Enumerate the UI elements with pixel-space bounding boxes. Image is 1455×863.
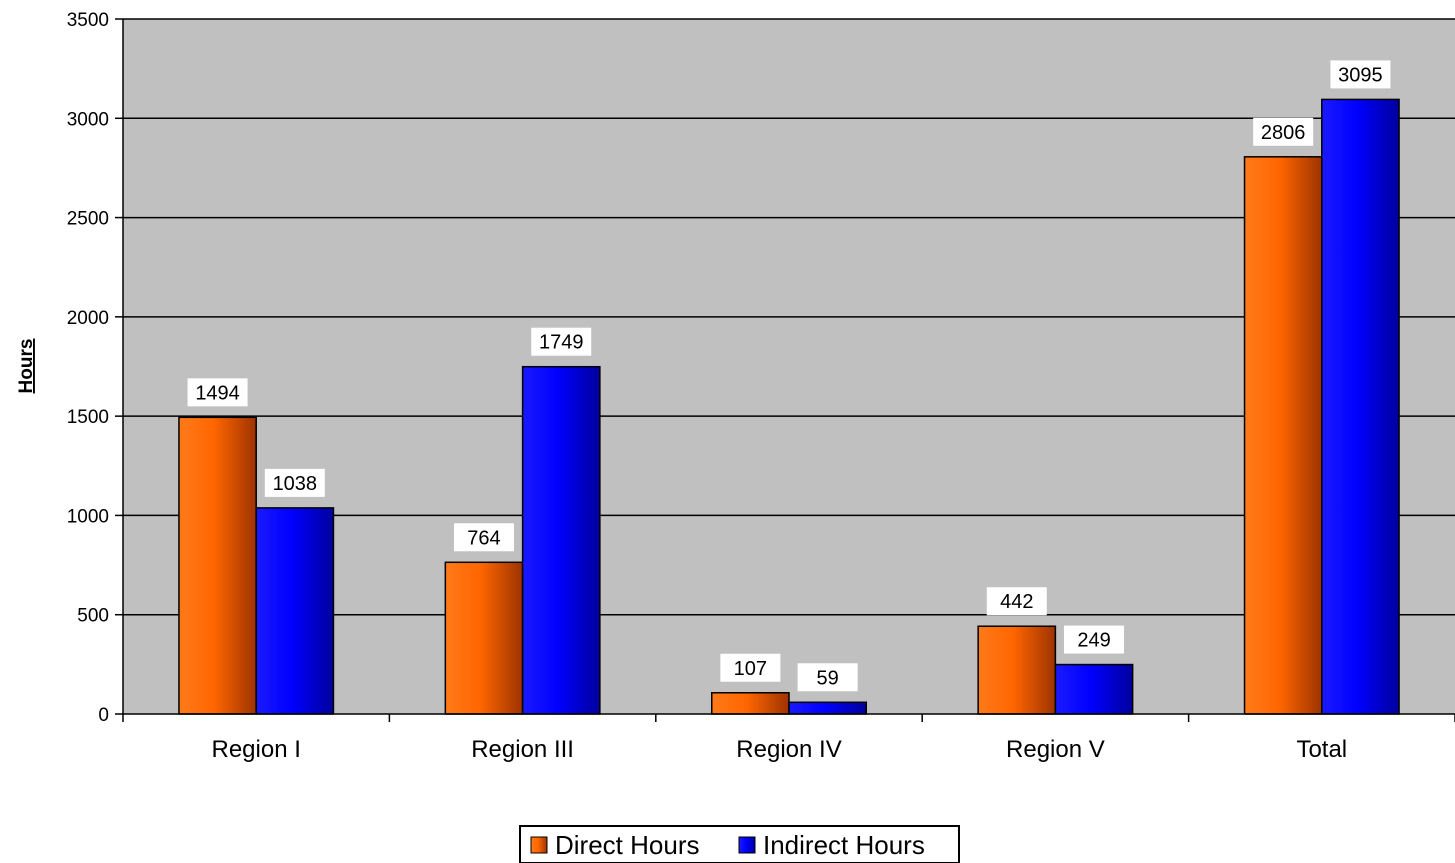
y-tick-label: 0 bbox=[98, 705, 109, 726]
legend-swatch-direct bbox=[530, 836, 548, 854]
bar bbox=[521, 365, 601, 715]
data-label: 442 bbox=[1000, 591, 1033, 613]
y-tick-label: 1000 bbox=[67, 506, 109, 527]
y-tick-label: 500 bbox=[77, 606, 109, 627]
data-label-box bbox=[1330, 60, 1391, 89]
legend-label-direct: Direct Hours bbox=[555, 830, 699, 860]
y-tick-label: 1500 bbox=[67, 407, 109, 428]
y-tick-label: 2500 bbox=[67, 209, 109, 230]
x-tick-label: Region I bbox=[212, 736, 301, 763]
data-label-box bbox=[453, 523, 514, 552]
data-label: 1494 bbox=[195, 382, 240, 404]
bar bbox=[1243, 156, 1323, 715]
bar bbox=[1321, 98, 1400, 715]
data-label-box bbox=[986, 587, 1047, 616]
data-label: 764 bbox=[467, 527, 500, 549]
data-label-box bbox=[797, 663, 858, 692]
x-tick-label: Region III bbox=[471, 736, 574, 763]
bar bbox=[710, 692, 790, 715]
bar bbox=[255, 507, 335, 715]
data-label-box bbox=[1253, 117, 1314, 146]
data-label: 107 bbox=[734, 658, 767, 680]
x-tick-label: Region V bbox=[1006, 736, 1105, 763]
bar bbox=[788, 701, 868, 715]
data-label-box bbox=[531, 327, 592, 356]
data-label: 249 bbox=[1077, 630, 1110, 652]
bar bbox=[178, 416, 257, 715]
legend-label-indirect: Indirect Hours bbox=[763, 830, 925, 860]
y-tick-label: 2000 bbox=[67, 308, 109, 329]
bar bbox=[977, 625, 1057, 715]
legend-swatch-indirect bbox=[738, 836, 756, 854]
data-label: 59 bbox=[817, 667, 839, 689]
data-label: 3095 bbox=[1338, 64, 1383, 86]
bar bbox=[1054, 663, 1134, 715]
x-tick-label: Region IV bbox=[736, 736, 841, 763]
data-label: 1749 bbox=[539, 332, 584, 354]
data-label-box bbox=[720, 653, 781, 682]
y-tick-label: 3500 bbox=[67, 10, 109, 31]
y-tick-label: 3000 bbox=[67, 109, 109, 130]
data-label-box bbox=[1064, 625, 1125, 654]
bar bbox=[444, 561, 524, 715]
legend: Direct Hours Indirect Hours bbox=[519, 825, 960, 863]
x-tick-label: Total bbox=[1296, 736, 1347, 763]
data-label: 2806 bbox=[1261, 122, 1306, 144]
data-label-box bbox=[187, 378, 248, 407]
data-label: 1038 bbox=[273, 473, 318, 495]
data-label-box bbox=[264, 468, 325, 497]
y-axis-label: Hours bbox=[16, 339, 37, 394]
plot-area bbox=[123, 19, 1455, 714]
